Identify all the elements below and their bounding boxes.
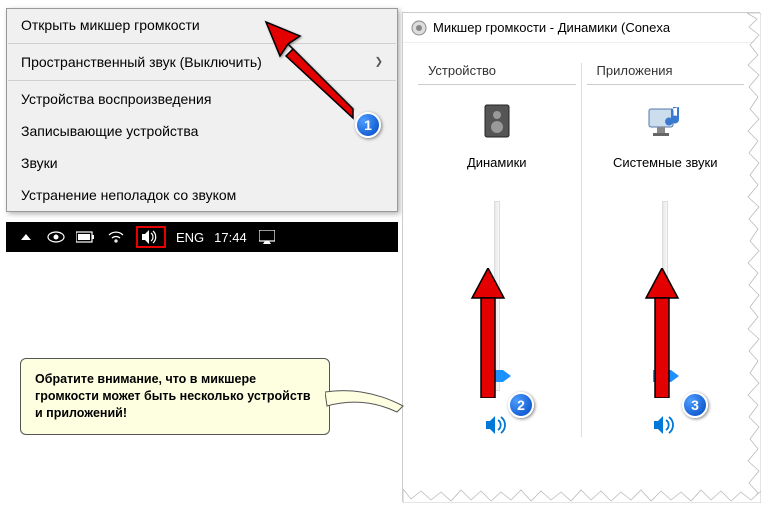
annotation-callout: Обратите внимание, что в микшере громкос… (20, 358, 330, 435)
volume-context-menu: Открыть микшер громкости Пространственны… (6, 8, 398, 212)
menu-label: Пространственный звук (Выключить) (21, 54, 262, 70)
system-sounds-icon[interactable] (645, 101, 685, 141)
volume-mixer-window: Микшер громкости - Динамики (Conexa Устр… (402, 12, 760, 502)
app-label: Системные звуки (613, 155, 718, 191)
menu-item-spatial-sound[interactable]: Пространственный звук (Выключить) ❯ (7, 46, 397, 78)
device-volume-slider[interactable] (494, 201, 500, 391)
battery-icon[interactable] (76, 227, 96, 247)
device-mute-button[interactable] (485, 413, 509, 437)
mixer-body: Устройство Динамики Приложения Системные (403, 43, 759, 457)
menu-divider (8, 80, 396, 81)
menu-item-sounds[interactable]: Звуки (7, 147, 397, 179)
app-volume-slider[interactable] (662, 201, 668, 391)
menu-item-recording-devices[interactable]: Записывающие устройства (7, 115, 397, 147)
badge-number: 1 (364, 117, 372, 133)
speaker-tray-highlighted[interactable] (136, 226, 166, 248)
apps-section: Приложения Системные звуки (582, 63, 750, 437)
notification-icon[interactable] (257, 227, 277, 247)
device-section: Устройство Динамики (413, 63, 581, 437)
menu-label: Устройства воспроизведения (21, 91, 211, 107)
submenu-arrow-icon: ❯ (375, 57, 383, 68)
app-mute-button[interactable] (653, 413, 677, 437)
divider (587, 84, 745, 85)
annotation-badge-1: 1 (355, 112, 381, 138)
menu-item-playback-devices[interactable]: Устройства воспроизведения (7, 83, 397, 115)
language-indicator[interactable]: ENG (176, 230, 204, 245)
slider-thumb[interactable] (485, 370, 511, 382)
speaker-device-icon[interactable] (477, 101, 517, 141)
menu-label: Устранение неполадок со звуком (21, 187, 236, 203)
menu-label: Открыть микшер громкости (21, 17, 200, 33)
mixer-title: Микшер громкости - Динамики (Conexa (433, 20, 670, 35)
clock[interactable]: 17:44 (214, 230, 247, 245)
menu-label: Записывающие устройства (21, 123, 198, 139)
menu-label: Звуки (21, 155, 58, 171)
eye-icon[interactable] (46, 227, 66, 247)
device-label: Динамики (467, 155, 527, 191)
wifi-icon[interactable] (106, 227, 126, 247)
divider (418, 84, 576, 85)
mixer-titlebar[interactable]: Микшер громкости - Динамики (Conexa (403, 13, 759, 43)
device-header: Устройство (418, 63, 496, 78)
callout-text: Обратите внимание, что в микшере громкос… (35, 372, 311, 420)
apps-header: Приложения (587, 63, 673, 78)
callout-tail (325, 386, 405, 416)
tray-up-icon[interactable] (16, 227, 36, 247)
menu-divider (8, 43, 396, 44)
badge-number: 3 (691, 397, 699, 413)
menu-item-troubleshoot[interactable]: Устранение неполадок со звуком (7, 179, 397, 211)
slider-thumb[interactable] (653, 370, 679, 382)
annotation-badge-2: 2 (508, 392, 534, 418)
torn-edge-decoration (403, 489, 761, 503)
annotation-badge-3: 3 (682, 392, 708, 418)
menu-item-open-mixer[interactable]: Открыть микшер громкости (7, 9, 397, 41)
taskbar: ENG 17:44 (6, 222, 398, 252)
mixer-window-icon (411, 20, 427, 36)
badge-number: 2 (517, 397, 525, 413)
